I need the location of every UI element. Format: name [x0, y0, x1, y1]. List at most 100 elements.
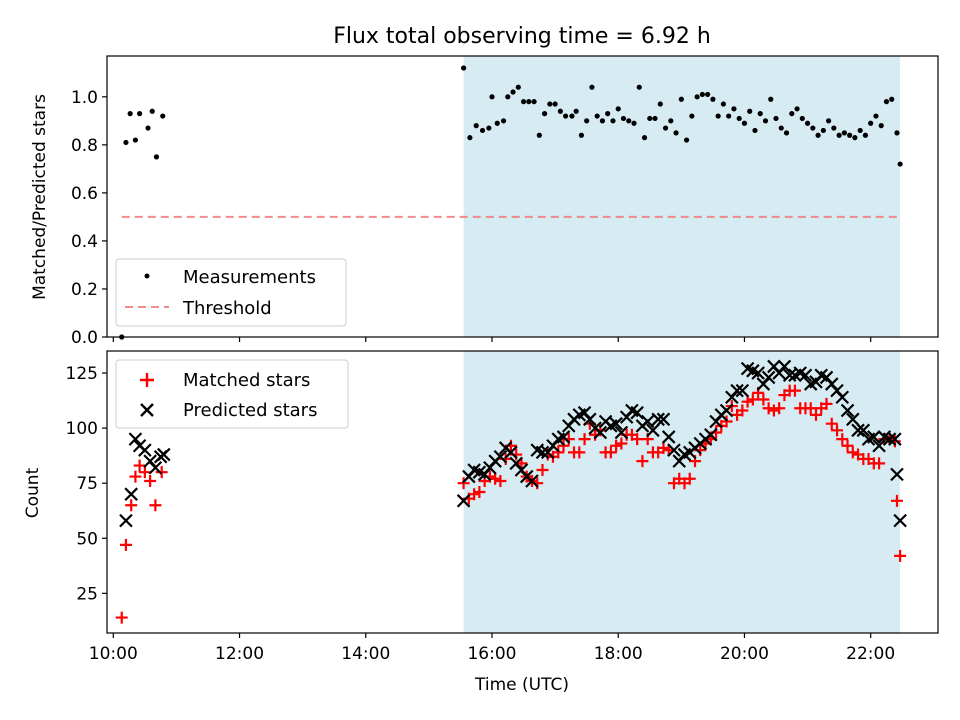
measurement-point — [668, 118, 674, 124]
predicted-star-point — [735, 383, 750, 398]
measurement-point — [789, 111, 795, 117]
matched-star-point — [494, 474, 507, 487]
measurement-point — [897, 161, 903, 167]
matched-star-point — [741, 395, 754, 408]
measurement-point — [715, 113, 721, 119]
measurement-point — [810, 125, 816, 131]
measurement-point — [862, 132, 869, 138]
measurement-point — [731, 106, 737, 112]
count-legend: Matched stars Predicted stars — [115, 359, 349, 429]
predicted-star-point — [504, 445, 518, 460]
measurement-point — [505, 94, 511, 100]
count-legend-box — [115, 359, 349, 429]
ratio-x-ticks — [112, 337, 872, 342]
matched-star-point — [841, 439, 854, 452]
count-y-tick-label: 75 — [76, 474, 98, 494]
measurement-point — [647, 115, 653, 122]
count-y-tick-label: 50 — [76, 529, 98, 549]
predicted-star-point — [751, 366, 765, 380]
measurement-point — [620, 115, 627, 122]
predicted-star-point — [851, 423, 865, 438]
predicted-star-point — [525, 474, 539, 488]
measurement-point — [626, 118, 632, 124]
ratio-y-tick-label: 0.6 — [71, 184, 98, 204]
predicted-star-point — [890, 467, 904, 482]
matched-star-point — [489, 472, 502, 485]
measurement-point — [563, 113, 569, 119]
measurement-point — [160, 113, 166, 119]
measurement-point — [804, 120, 811, 126]
legend-measurements-marker — [144, 273, 150, 279]
predicted-star-point — [651, 412, 665, 427]
matched-star-point — [767, 404, 780, 417]
matched-star-point — [762, 402, 775, 415]
matched-star-point — [746, 393, 759, 406]
count-y-ticks: 25 50 75 100 125 — [66, 364, 107, 604]
measurement-point — [689, 113, 695, 119]
predicted-star-point — [782, 368, 797, 383]
matched-star-point — [736, 404, 749, 417]
measurement-point — [831, 125, 837, 131]
x-tick-label: 16:00 — [467, 644, 516, 664]
predicted-star-point — [872, 438, 886, 453]
ratio-legend: Measurements Threshold — [115, 258, 347, 327]
measurement-point — [741, 120, 748, 126]
matched-star-point — [125, 499, 138, 512]
measurement-point — [145, 125, 151, 131]
predicted-star-point — [609, 416, 623, 431]
count-panel-frame — [106, 350, 939, 634]
measurement-point — [694, 94, 700, 100]
matched-star-point — [473, 486, 486, 498]
measurement-point — [762, 118, 769, 124]
legend-predicted-label: Predicted stars — [183, 400, 317, 421]
predicted-star-point — [148, 460, 163, 475]
measurement-point — [132, 137, 139, 143]
measurement-point — [726, 113, 732, 119]
measurement-point — [868, 120, 874, 126]
matched-star-point — [133, 459, 146, 472]
predicted-star-point — [835, 390, 850, 405]
predicted-star-point — [888, 432, 902, 446]
matched-star-point — [873, 457, 886, 470]
predicted-star-point — [593, 425, 608, 440]
matched-star-point — [468, 488, 481, 501]
measurement-point — [127, 111, 133, 117]
chart-title: Flux total observing time = 6.92 h — [333, 24, 711, 49]
predicted-star-point — [777, 359, 792, 374]
predicted-star-point — [124, 487, 138, 501]
measurement-point — [852, 135, 858, 141]
measurement-point — [552, 101, 558, 107]
measurement-point — [768, 96, 774, 102]
measurement-point — [547, 101, 553, 107]
measurement-point — [479, 127, 486, 134]
measurement-point — [578, 132, 585, 138]
measurement-point — [486, 125, 492, 131]
measurement-point — [605, 111, 611, 117]
measurement-point — [641, 135, 648, 141]
predicted-star-point — [157, 447, 171, 462]
legend-measurements-label: Measurements — [183, 267, 316, 288]
ratio-y-ticks: 0.0 0.2 0.4 0.6 0.8 1.0 — [71, 88, 107, 348]
matched-star-point — [631, 433, 644, 446]
matched-star-point — [149, 499, 162, 512]
measurement-point — [573, 108, 579, 114]
measurement-point — [873, 113, 879, 119]
measurement-point — [826, 118, 832, 124]
measurement-point — [720, 101, 727, 107]
measurement-point — [473, 123, 479, 129]
count-y-label: Count — [23, 467, 43, 518]
measurement-point — [820, 127, 826, 134]
predicted-star-point — [556, 430, 571, 444]
matched-star-point — [615, 437, 628, 450]
count-y-tick-label: 100 — [66, 419, 98, 439]
measurement-point — [599, 118, 606, 124]
measurement-point — [847, 132, 853, 138]
measurement-point — [531, 99, 537, 105]
measurement-point — [678, 96, 684, 102]
measurement-point — [841, 130, 847, 136]
legend-matched-marker — [140, 373, 154, 387]
measurement-point — [557, 108, 563, 114]
x-tick-label: 18:00 — [594, 644, 643, 664]
measurement-point — [500, 118, 507, 124]
